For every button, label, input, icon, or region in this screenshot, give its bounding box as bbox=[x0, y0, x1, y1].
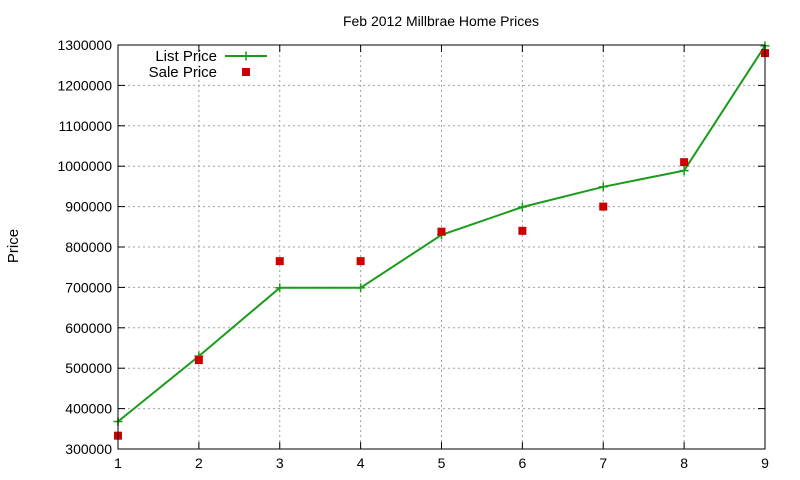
sale-price-point bbox=[275, 257, 284, 266]
sale-price-point bbox=[680, 158, 689, 167]
x-tick-label: 6 bbox=[518, 455, 526, 471]
legend-label-sale-price: Sale Price bbox=[149, 64, 217, 81]
y-tick-label: 800000 bbox=[65, 239, 112, 255]
y-tick-label: 400000 bbox=[65, 401, 112, 417]
sale-price-point bbox=[437, 227, 446, 236]
x-tick-label: 1 bbox=[114, 455, 122, 471]
y-tick-label: 1100000 bbox=[59, 118, 113, 134]
grid-lines bbox=[118, 45, 765, 449]
y-tick-label: 500000 bbox=[65, 360, 112, 376]
sale-price-point bbox=[518, 226, 527, 235]
y-tick-label: 700000 bbox=[65, 279, 112, 295]
list-price-point bbox=[356, 283, 366, 293]
y-tick-label: 1300000 bbox=[57, 37, 112, 53]
y-tick-label: 1000000 bbox=[57, 158, 112, 174]
legend-list-price-marker bbox=[241, 51, 251, 61]
y-tick-label: 900000 bbox=[65, 199, 112, 215]
x-tick-label: 3 bbox=[276, 455, 284, 471]
y-axis-label: Price bbox=[5, 229, 22, 263]
legend-sale-price-marker bbox=[242, 68, 250, 76]
legend: List Price Sale Price bbox=[149, 48, 267, 81]
y-tick-label: 1200000 bbox=[57, 77, 112, 93]
x-tick-label: 5 bbox=[438, 455, 446, 471]
y-tick-label: 600000 bbox=[65, 320, 112, 336]
legend-label-list-price: List Price bbox=[155, 48, 217, 65]
x-tick-label: 8 bbox=[680, 455, 688, 471]
list-price-point bbox=[517, 202, 527, 212]
list-price-point bbox=[679, 166, 689, 176]
x-tick-label: 4 bbox=[357, 455, 365, 471]
chart-title: Feb 2012 Millbrae Home Prices bbox=[343, 13, 539, 29]
x-tick-label: 9 bbox=[761, 455, 769, 471]
x-tick-label: 7 bbox=[599, 455, 607, 471]
sale-price-point bbox=[356, 257, 365, 266]
sale-price-point bbox=[599, 202, 608, 211]
axis-ticks: 300000 400000 500000 600000 700000 800000 9000… bbox=[57, 37, 769, 471]
x-tick-label: 2 bbox=[195, 455, 203, 471]
plot-frame bbox=[117, 44, 766, 450]
list-price-point bbox=[275, 283, 285, 293]
y-tick-label: 300000 bbox=[65, 441, 112, 457]
list-price-point bbox=[598, 182, 608, 192]
sale-price-point bbox=[194, 356, 203, 365]
